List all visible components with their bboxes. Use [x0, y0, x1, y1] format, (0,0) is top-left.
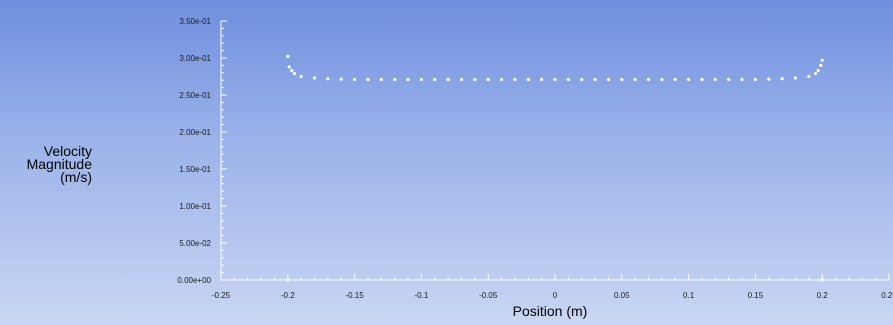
- data-point: [820, 58, 824, 62]
- data-point: [286, 278, 290, 282]
- data-point: [753, 77, 758, 82]
- data-point: [379, 77, 383, 82]
- x-tick-label: 0.15: [748, 291, 764, 300]
- data-point: [292, 71, 297, 76]
- y-axis-label-line-3: (m/s): [60, 169, 92, 185]
- y-tick-label: 3.00e-01: [179, 54, 211, 63]
- y-axis-label-line-2: Magnitude: [26, 156, 92, 172]
- data-point: [540, 77, 544, 82]
- data-point: [459, 77, 464, 82]
- x-tick-label: 0.25: [881, 291, 893, 300]
- data-point: [767, 77, 771, 81]
- data-point: [312, 76, 317, 80]
- y-tick-label: 2.50e-01: [179, 91, 211, 100]
- y-axis-label-line-1: Velocity: [43, 143, 92, 159]
- data-point: [813, 71, 818, 76]
- y-tick-label: 3.50e-01: [179, 17, 211, 26]
- data-point: [606, 77, 611, 82]
- data-point: [473, 77, 477, 82]
- data-point: [433, 77, 437, 82]
- y-axis-label: Velocity Magnitude (m/s): [6, 143, 92, 185]
- data-point: [326, 77, 330, 81]
- data-point: [366, 77, 370, 82]
- x-tick-label: -0.2: [281, 291, 295, 300]
- data-point: [713, 77, 717, 82]
- y-tick-label: 1.00e-01: [179, 202, 211, 211]
- data-point: [687, 77, 691, 82]
- data-point: [819, 63, 823, 67]
- data-point: [287, 65, 291, 69]
- data-point: [299, 74, 303, 79]
- data-point: [553, 77, 557, 82]
- data-point: [353, 77, 357, 82]
- data-point: [780, 77, 784, 81]
- data-point: [339, 77, 343, 81]
- data-point: [486, 77, 490, 82]
- x-tick-label: -0.15: [345, 291, 364, 300]
- data-point: [620, 77, 624, 82]
- data-point: [526, 77, 530, 82]
- data-point: [406, 77, 410, 82]
- x-tick-label: -0.1: [415, 291, 429, 300]
- data-point: [566, 77, 570, 82]
- y-tick-label: 2.00e-01: [179, 128, 211, 137]
- x-tick-label: -0.25: [212, 291, 231, 300]
- data-point: [646, 77, 651, 82]
- data-point: [816, 68, 820, 73]
- data-point: [673, 77, 677, 82]
- data-point: [290, 68, 294, 73]
- y-tick-label: 5.00e-02: [179, 239, 211, 248]
- data-point: [793, 76, 798, 80]
- data-point: [593, 77, 597, 82]
- data-point: [807, 74, 811, 79]
- x-axis-label: Position (m): [512, 303, 588, 319]
- data-point: [660, 77, 664, 82]
- data-point: [393, 77, 397, 82]
- data-point: [633, 77, 637, 82]
- x-tick-label: 0: [553, 291, 558, 300]
- y-tick-label: 1.50e-01: [179, 165, 211, 174]
- x-tick-label: 0.2: [817, 291, 829, 300]
- data-point: [700, 77, 704, 82]
- data-point: [580, 77, 584, 82]
- data-point: [499, 77, 504, 82]
- data-point: [727, 77, 731, 82]
- data-point: [513, 77, 517, 82]
- x-tick-label: -0.05: [479, 291, 498, 300]
- x-tick-label: 0.1: [683, 291, 695, 300]
- data-point: [419, 77, 423, 82]
- data-point: [820, 278, 824, 282]
- data-point: [740, 77, 744, 82]
- x-tick-label: 0.05: [614, 291, 630, 300]
- y-tick-label: 0.00e+00: [177, 276, 211, 285]
- data-point: [286, 54, 290, 59]
- data-point: [446, 77, 450, 82]
